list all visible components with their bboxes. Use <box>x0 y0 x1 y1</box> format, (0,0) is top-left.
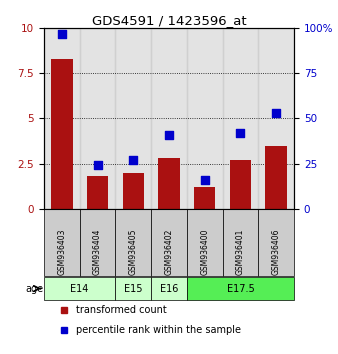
Point <box>59 31 65 36</box>
Bar <box>80 28 115 209</box>
Bar <box>151 28 187 209</box>
Bar <box>265 145 287 209</box>
Text: GSM936406: GSM936406 <box>272 228 281 275</box>
Point <box>95 162 100 168</box>
Bar <box>187 209 223 276</box>
Bar <box>158 158 180 209</box>
Text: age: age <box>25 284 43 293</box>
Bar <box>151 209 187 276</box>
Text: GSM936402: GSM936402 <box>165 228 173 275</box>
Point <box>202 177 208 183</box>
Text: E15: E15 <box>124 284 143 293</box>
Text: E17.5: E17.5 <box>226 284 254 293</box>
Bar <box>44 276 115 301</box>
Bar <box>258 209 294 276</box>
Text: GSM936405: GSM936405 <box>129 228 138 275</box>
Bar <box>187 28 223 209</box>
Title: GDS4591 / 1423596_at: GDS4591 / 1423596_at <box>92 14 246 27</box>
Bar <box>258 28 294 209</box>
Text: E16: E16 <box>160 284 178 293</box>
Point <box>238 130 243 136</box>
Bar <box>123 173 144 209</box>
Text: GSM936403: GSM936403 <box>57 228 66 275</box>
Bar <box>44 28 80 209</box>
Point <box>273 110 279 116</box>
Bar <box>51 59 73 209</box>
Bar <box>187 276 294 301</box>
Bar <box>194 187 215 209</box>
Bar <box>80 209 115 276</box>
Bar <box>44 209 80 276</box>
Bar <box>115 276 151 301</box>
Point <box>130 157 136 163</box>
Bar <box>151 276 187 301</box>
Bar <box>115 209 151 276</box>
Bar <box>87 176 108 209</box>
Text: GSM936401: GSM936401 <box>236 228 245 275</box>
Text: GSM936400: GSM936400 <box>200 228 209 275</box>
Bar <box>223 209 258 276</box>
Text: transformed count: transformed count <box>76 306 167 315</box>
Text: GSM936404: GSM936404 <box>93 228 102 275</box>
Bar <box>230 160 251 209</box>
Point <box>166 132 172 138</box>
Bar <box>115 28 151 209</box>
Text: E14: E14 <box>71 284 89 293</box>
Bar <box>223 28 258 209</box>
Text: percentile rank within the sample: percentile rank within the sample <box>76 325 241 335</box>
